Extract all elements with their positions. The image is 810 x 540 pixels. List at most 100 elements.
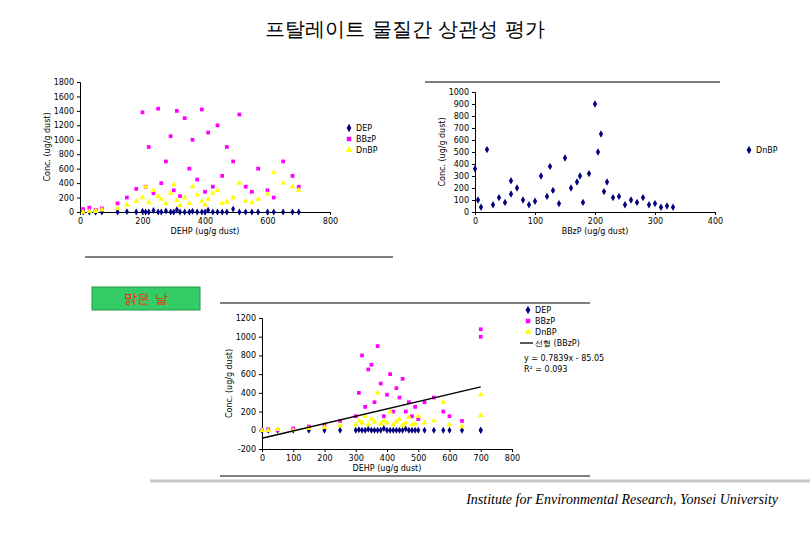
legend-symbol [346, 146, 353, 152]
point [134, 187, 138, 191]
x-tick-label: 0 [78, 217, 83, 226]
point [158, 196, 164, 201]
point [406, 414, 412, 419]
point [177, 202, 183, 207]
y-tick: -200 [238, 445, 262, 454]
y-tick: 900 [454, 100, 475, 109]
separator [85, 257, 393, 258]
point [397, 416, 403, 421]
point [398, 396, 402, 400]
y-tick: 0 [464, 208, 475, 217]
point [206, 207, 210, 214]
y-tick: 200 [241, 408, 262, 417]
footer-rule [150, 480, 810, 483]
x-tick-label: 0 [260, 454, 265, 463]
y-tick-label: 800 [241, 351, 256, 360]
point [297, 209, 301, 216]
chart: 0100200300400500600700800-20002004006008… [225, 314, 520, 473]
point [203, 209, 207, 216]
y-tick-mark [77, 82, 80, 83]
plot-marks [473, 100, 675, 211]
point [671, 203, 675, 210]
y-tick-mark [77, 169, 80, 170]
x-tick-label: 600 [442, 454, 457, 463]
point [647, 201, 651, 208]
y-axis-line [77, 83, 81, 213]
x-axis-line [476, 213, 716, 216]
y-axis: -200020040060080010001200 [236, 314, 263, 454]
x-tick-mark [325, 449, 326, 452]
point [190, 183, 196, 188]
point [569, 184, 573, 191]
x-axis-title: BBzP (ug/g dust) [562, 227, 629, 236]
point [276, 427, 280, 434]
point [250, 209, 254, 216]
point [202, 201, 208, 206]
point [629, 196, 633, 203]
point [360, 354, 364, 358]
point [266, 427, 270, 431]
y-tick-label: 0 [464, 208, 469, 217]
point [497, 194, 501, 201]
footer-text: Institute for Environmental Research, Yo… [465, 492, 779, 507]
point [164, 160, 168, 164]
y-tick-label: 1000 [236, 333, 256, 342]
y-tick: 600 [241, 370, 262, 379]
y-tick-mark [77, 198, 80, 199]
point [448, 414, 452, 418]
point [265, 191, 271, 196]
plot-marks [259, 327, 483, 438]
x-tick-label: 800 [505, 454, 520, 463]
x-tick: 500 [411, 449, 426, 463]
point [194, 191, 200, 196]
y-axis-title: Conc. (ug/g dust) [43, 112, 52, 181]
legend: DEPBBzPDnBP선형 (BBzP)y = 0.7839x - 85.05R… [520, 306, 604, 374]
point [338, 427, 342, 434]
point [388, 372, 392, 376]
y-axis: 01002003004005006007008009001000 [449, 88, 476, 217]
point [187, 200, 193, 205]
point [115, 205, 121, 210]
legend-label: BBzP [356, 135, 376, 144]
point [206, 131, 210, 135]
point [271, 169, 277, 174]
slide: 프탈레이트 물질간 상관성 평가맑은 날Institute for Enviro… [0, 0, 810, 540]
point [231, 160, 235, 164]
point [256, 209, 260, 216]
point [244, 209, 248, 216]
x-tick: 600 [442, 449, 457, 463]
y-tick-mark [259, 393, 262, 394]
x-tick: 200 [588, 212, 603, 226]
point [93, 207, 99, 212]
series-points [81, 206, 301, 216]
point [521, 196, 525, 203]
y-tick: 500 [454, 148, 475, 157]
y-tick-mark [472, 140, 475, 141]
point [141, 110, 145, 114]
x-tick-label: 400 [198, 217, 213, 226]
y-tick-label: 1000 [449, 88, 469, 97]
point [509, 177, 513, 184]
point [431, 418, 437, 423]
point [503, 199, 507, 206]
point [479, 427, 483, 434]
point [382, 414, 386, 418]
point [551, 187, 555, 194]
x-tick-mark [715, 212, 716, 215]
legend: DEPBBzPDnBP [346, 124, 378, 155]
legend-label: DEP [535, 306, 551, 315]
point [183, 209, 187, 216]
y-tick: 400 [59, 179, 80, 188]
point [216, 123, 220, 127]
annotation: y = 0.7839x - 85.05 [524, 354, 604, 363]
point [275, 426, 281, 431]
legend-label: 선형 (BBzP) [535, 339, 580, 348]
point [596, 148, 600, 155]
point [404, 410, 408, 414]
point [220, 209, 224, 216]
x-tick: 0 [473, 212, 478, 226]
point [533, 197, 537, 204]
y-tick: 100 [454, 196, 475, 205]
y-tick: 1400 [54, 107, 80, 116]
point [237, 180, 243, 185]
